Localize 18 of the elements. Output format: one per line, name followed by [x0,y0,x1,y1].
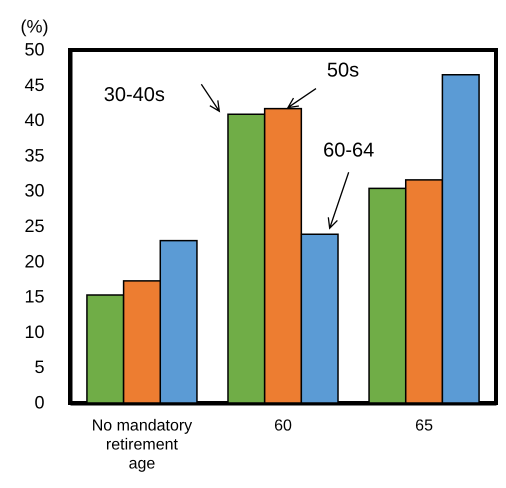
x-tick-label: 60 [274,418,292,434]
y-tick-label: 5 [34,357,44,378]
text: 60-64 [323,139,374,162]
y-tick-label: 35 [24,145,44,166]
y-tick-label: 45 [24,74,44,95]
y-tick-label: 20 [24,251,44,272]
y-axis-title: (%) [20,16,48,36]
y-tick-label: 10 [24,322,44,342]
series-label: 50s [326,60,360,82]
y-tick-label: 40 [24,110,44,130]
x-tick-label: 65 [415,418,434,434]
y-tick-label: 30 [24,180,44,201]
y-tick-label: 15 [24,286,44,307]
y-tick-label: 0 [34,392,44,412]
y-tick-label: 25 [24,216,44,236]
y-tick-label: 50 [24,40,44,60]
legend-label: 30-40s [104,84,165,106]
x-tick-label: No mandatory retirement age [92,418,192,472]
